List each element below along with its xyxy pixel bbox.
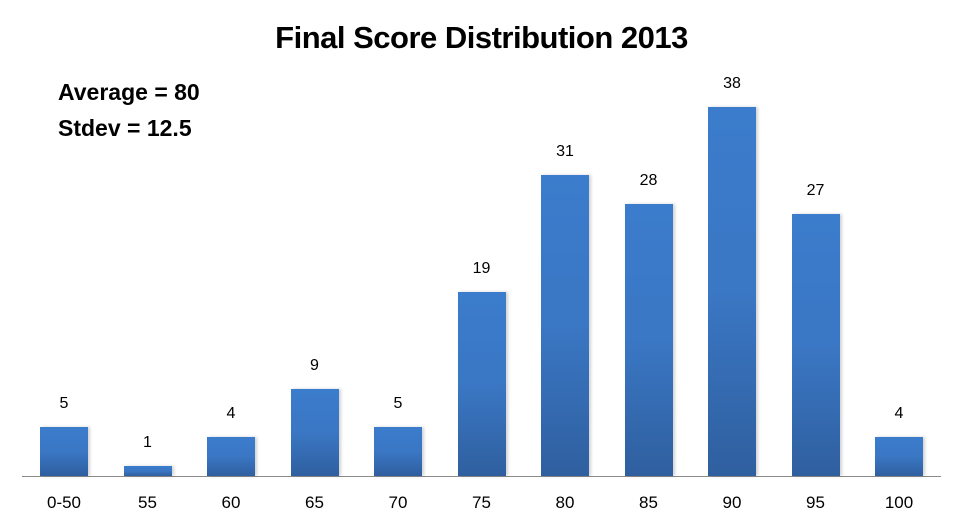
bar-value-label: 4 (226, 405, 236, 422)
x-tick-label: 80 (555, 493, 575, 512)
x-tick-label: 100 (884, 493, 914, 512)
bar-value-label: 28 (639, 172, 658, 189)
bar-value-label: 19 (472, 260, 491, 277)
bar-value-label: 1 (143, 434, 152, 451)
bar-value-label: 9 (310, 357, 319, 374)
stdev-label: Stdev = 12.5 (58, 115, 192, 141)
average-label: Average = 80 (58, 79, 200, 105)
bar-value-label: 31 (556, 143, 574, 160)
bar-value-label: 5 (59, 395, 69, 412)
chart-title: Final Score Distribution 2013 (275, 20, 688, 55)
bar-value-label: 27 (806, 182, 825, 199)
bar-value-label: 38 (723, 75, 741, 92)
x-tick-label: 0-50 (46, 493, 82, 512)
bar (290, 389, 339, 476)
bar (207, 437, 255, 476)
x-tick-label: 55 (138, 493, 157, 512)
x-tick-label: 70 (388, 493, 408, 512)
x-tick-label: 95 (806, 493, 825, 512)
x-tick-label: 75 (472, 493, 491, 512)
bar (541, 175, 589, 476)
bar (123, 466, 172, 476)
bar (708, 107, 756, 476)
bar (40, 427, 88, 476)
stats-annotation: Average = 80 Stdev = 12.5 (58, 74, 200, 146)
bar (374, 427, 422, 476)
bar (457, 292, 506, 476)
bar-value-label: 4 (894, 405, 904, 422)
x-tick-label: 60 (221, 493, 241, 512)
x-tick-label: 90 (722, 493, 742, 512)
bar (624, 204, 673, 476)
x-axis-line (22, 476, 941, 477)
bar (875, 437, 923, 476)
x-tick-label: 85 (639, 493, 658, 512)
x-tick-label: 65 (305, 493, 324, 512)
bar-value-label: 5 (393, 395, 403, 412)
bar (791, 214, 840, 476)
